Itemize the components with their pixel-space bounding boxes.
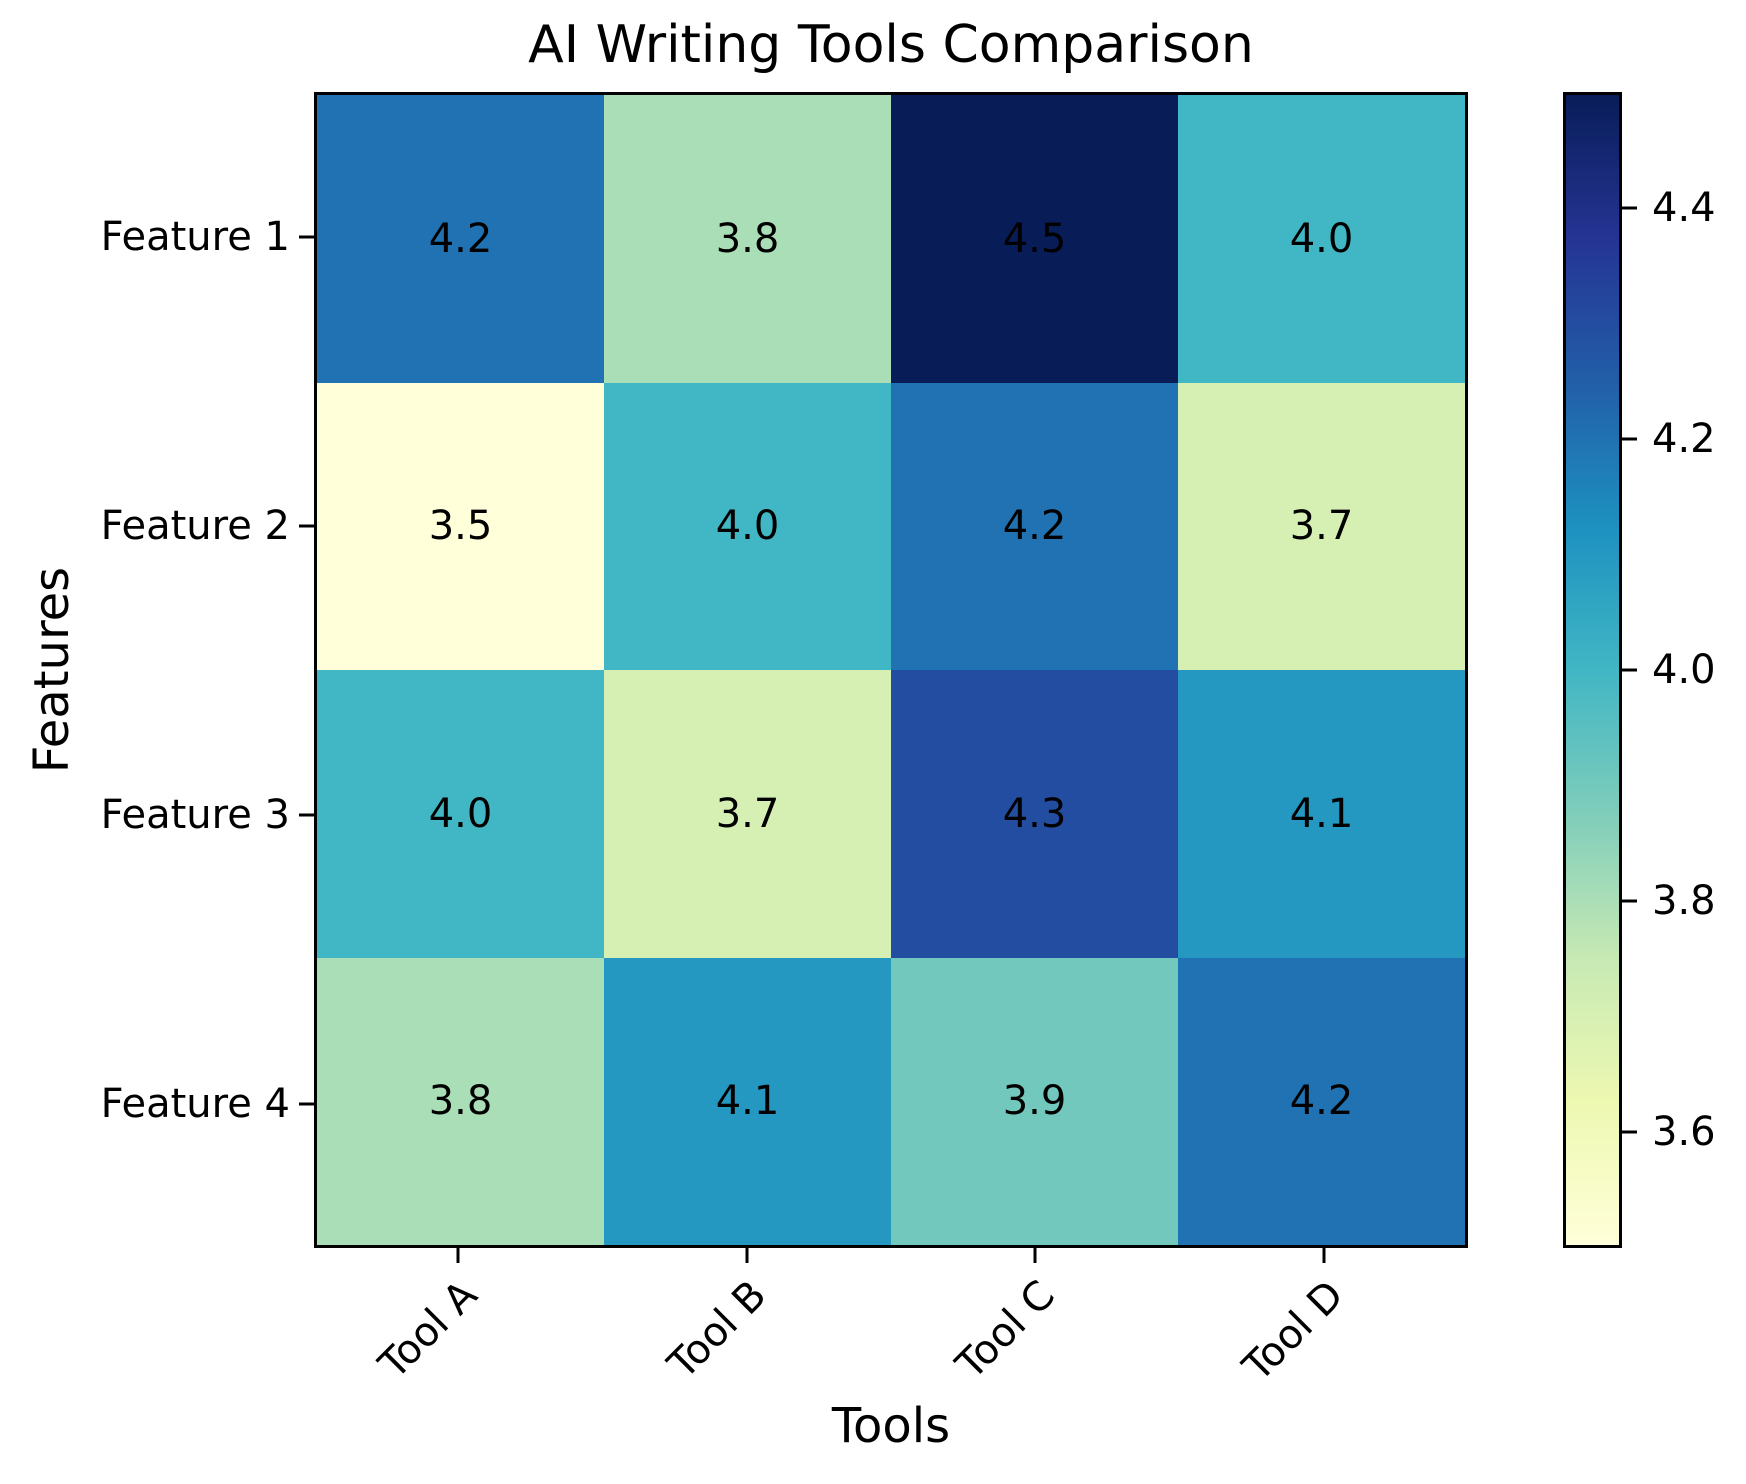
y-axis-tick: [299, 813, 314, 816]
cell-value-label: 4.5: [1002, 215, 1067, 262]
y-axis-tick: [299, 235, 314, 238]
heatmap-cell: 4.0: [604, 382, 891, 670]
cell-value-label: 4.0: [715, 503, 780, 550]
colorbar-tick: [1622, 899, 1637, 903]
y-axis-tick: [299, 1102, 314, 1105]
heatmap-cell: 3.9: [891, 957, 1178, 1245]
colorbar-gradient: [1566, 95, 1619, 1245]
heatmap-cell: 4.0: [1178, 95, 1465, 383]
heatmap-cell: 4.3: [891, 670, 1178, 958]
y-axis-tick-label: Feature 4: [100, 1080, 290, 1127]
cell-value-label: 4.2: [1289, 1078, 1354, 1125]
x-axis-tick-label: Tool A: [370, 1272, 487, 1388]
colorbar-tick: [1622, 206, 1637, 210]
cell-value-label: 3.8: [428, 1078, 493, 1125]
y-axis-tick: [299, 524, 314, 527]
heatmap-cell: 4.5: [891, 95, 1178, 383]
cell-value-label: 4.2: [428, 215, 493, 262]
cell-value-label: 3.7: [1289, 503, 1354, 550]
heatmap-cell: 3.5: [317, 382, 604, 670]
cell-value-label: 3.7: [715, 790, 780, 837]
cell-value-label: 4.1: [715, 1078, 780, 1125]
y-axis-tick-label: Feature 2: [100, 502, 290, 549]
colorbar-tick-label: 4.4: [1652, 184, 1716, 231]
heatmap-cell: 3.8: [604, 95, 891, 383]
y-axis-tick-label: Feature 3: [100, 791, 290, 838]
x-axis-tick-label: Tool C: [947, 1272, 1064, 1389]
y-axis-tick-label: Feature 1: [100, 213, 290, 260]
cell-value-label: 3.5: [428, 503, 493, 550]
heatmap-plot-area: 4.2 3.8 4.5 4.0 3.5 4.0 4.2 3.7 4.0 3.7 4.3 4.1 3.8 4…: [314, 92, 1468, 1248]
heatmap-cell: 3.7: [1178, 382, 1465, 670]
cell-value-label: 4.2: [1002, 503, 1067, 550]
heatmap-cell: 4.1: [604, 957, 891, 1245]
colorbar-tick: [1622, 1130, 1637, 1134]
heatmap-cell: 4.2: [891, 382, 1178, 670]
cell-value-label: 4.0: [1289, 215, 1354, 262]
colorbar-tick: [1622, 668, 1637, 672]
x-axis-tick-label: Tool D: [1234, 1272, 1353, 1391]
x-axis-tick-label: Tool B: [659, 1272, 776, 1388]
x-axis-title: Tools: [831, 1398, 951, 1454]
x-axis-tick: [456, 1248, 460, 1263]
colorbar-tick-label: 3.8: [1652, 878, 1716, 925]
heatmap-cell: 4.2: [1178, 957, 1465, 1245]
x-axis-tick: [1033, 1248, 1037, 1263]
colorbar: [1563, 92, 1622, 1248]
x-axis-tick: [745, 1248, 749, 1263]
heatmap-cell: 4.0: [317, 670, 604, 958]
heatmap-cell: 4.1: [1178, 670, 1465, 958]
cell-value-label: 4.0: [428, 790, 493, 837]
heatmap-cell: 3.7: [604, 670, 891, 958]
heatmap-cell: 3.8: [317, 957, 604, 1245]
colorbar-tick-label: 4.0: [1652, 647, 1716, 693]
y-axis-title: Features: [24, 566, 80, 774]
x-axis-tick: [1322, 1248, 1326, 1263]
chart-title: AI Writing Tools Comparison: [528, 15, 1254, 75]
cell-value-label: 4.3: [1002, 790, 1067, 837]
colorbar-tick-label: 4.2: [1652, 415, 1716, 462]
colorbar-tick: [1622, 437, 1637, 441]
colorbar-tick-label: 3.6: [1652, 1109, 1716, 1156]
heatmap-cell: 4.2: [317, 95, 604, 383]
cell-value-label: 4.1: [1289, 790, 1354, 837]
cell-value-label: 3.9: [1002, 1078, 1067, 1125]
cell-value-label: 3.8: [715, 215, 780, 262]
